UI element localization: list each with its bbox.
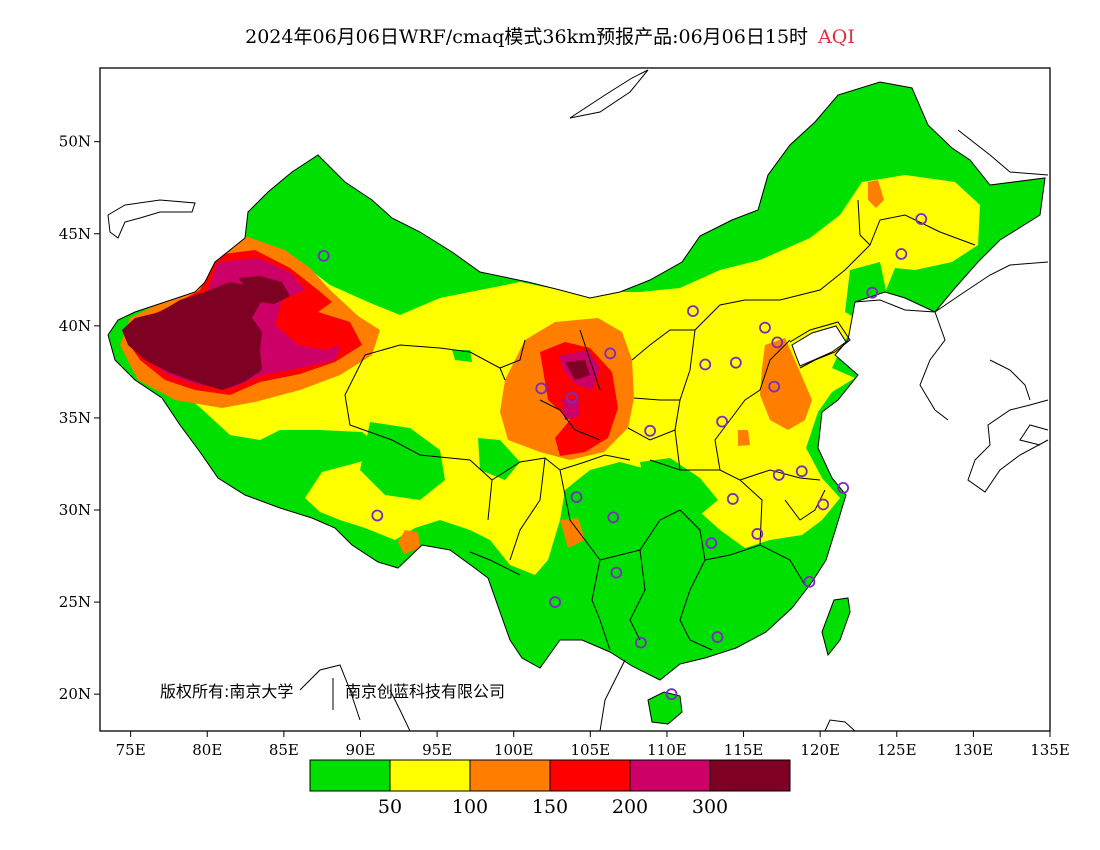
- legend-label: 150: [532, 796, 568, 818]
- map-frame: [99, 67, 1051, 732]
- lon-tick-label: 135E: [1030, 741, 1070, 759]
- legend-swatch: [309, 759, 391, 792]
- station-marker: [729, 356, 742, 369]
- station-marker: [570, 491, 583, 504]
- lon-tick-label: 80E: [192, 741, 222, 759]
- copyright-university: 版权所有:南京大学: [160, 682, 293, 701]
- station-marker: [665, 688, 678, 701]
- map-title: 2024年06月06日WRF/cmaq模式36km预报产品:06月06日15时 A…: [0, 22, 1100, 49]
- lat-tick-label: 35N: [59, 409, 91, 427]
- lat-tick-label: 40N: [59, 317, 91, 335]
- aqi-legend: 50 100 150 200 300: [309, 759, 791, 818]
- station-marker: [895, 248, 908, 260]
- station-marker: [607, 511, 620, 524]
- legend-swatch: [549, 759, 631, 792]
- lon-tick-label: 125E: [877, 741, 917, 759]
- station-marker: [837, 481, 850, 494]
- lon-tick-label: 90E: [345, 741, 375, 759]
- lat-tick-label: 45N: [59, 225, 91, 243]
- station-marker: [699, 358, 712, 371]
- station-marker: [771, 336, 784, 349]
- lat-tick-label: 25N: [59, 593, 91, 611]
- station-marker: [687, 305, 699, 318]
- legend-swatch: [469, 759, 551, 792]
- station-marker: [634, 636, 647, 649]
- station-marker: [711, 631, 724, 643]
- legend-swatch: [389, 759, 471, 792]
- lon-tick-label: 85E: [269, 741, 299, 759]
- title-variable: AQI: [818, 26, 855, 48]
- station-marker: [915, 213, 928, 225]
- station-marker: [371, 509, 384, 522]
- station-marker: [705, 537, 718, 550]
- station-marker: [817, 498, 830, 511]
- station-marker: [866, 286, 879, 299]
- station-marker: [795, 465, 808, 478]
- boundaries: [107, 69, 1049, 731]
- bohai-sea: [791, 325, 847, 367]
- station-marker: [604, 347, 617, 360]
- lon-tick-label: 75E: [116, 741, 146, 759]
- legend-label: 300: [692, 796, 728, 818]
- station-markers: [317, 213, 928, 701]
- station-marker: [535, 382, 548, 395]
- lon-tick-label: 95E: [422, 741, 452, 759]
- lon-tick-label: 120E: [800, 741, 840, 759]
- longitude-axis: 75E 80E 85E 90E 95E 100E 105E 110E 115E 120E 125E 1…: [116, 731, 1070, 759]
- lon-tick-label: 115E: [724, 741, 764, 759]
- title-main: 2024年06月06日WRF/cmaq模式36km预报产品:06月06日15时: [245, 26, 809, 48]
- station-marker: [716, 415, 728, 428]
- lon-tick-label: 105E: [571, 741, 611, 759]
- legend-label: 200: [612, 796, 648, 818]
- lat-tick-label: 50N: [59, 133, 91, 151]
- station-marker: [803, 575, 816, 588]
- legend-swatch: [709, 759, 791, 792]
- station-marker: [317, 249, 330, 262]
- latitude-axis: 20N 25N 30N 35N 40N 45N 50N: [59, 133, 100, 703]
- station-marker: [772, 469, 785, 481]
- lon-tick-label: 130E: [954, 741, 994, 759]
- station-marker: [549, 596, 561, 608]
- station-marker: [644, 424, 656, 437]
- station-marker: [768, 380, 781, 393]
- lon-tick-label: 110E: [647, 741, 687, 759]
- legend-label: 100: [452, 796, 488, 818]
- aqi-field: [108, 82, 1045, 680]
- lat-tick-label: 30N: [59, 501, 91, 519]
- legend-label: 50: [378, 796, 402, 818]
- lat-tick-label: 20N: [59, 685, 91, 703]
- station-marker: [610, 566, 623, 579]
- legend-swatch: [629, 759, 711, 792]
- station-marker: [726, 493, 739, 505]
- copyright-company: 南京创蓝科技有限公司: [345, 682, 505, 701]
- station-marker: [566, 391, 578, 404]
- station-marker: [759, 321, 771, 334]
- lon-tick-label: 100E: [494, 741, 534, 759]
- station-marker: [751, 528, 764, 540]
